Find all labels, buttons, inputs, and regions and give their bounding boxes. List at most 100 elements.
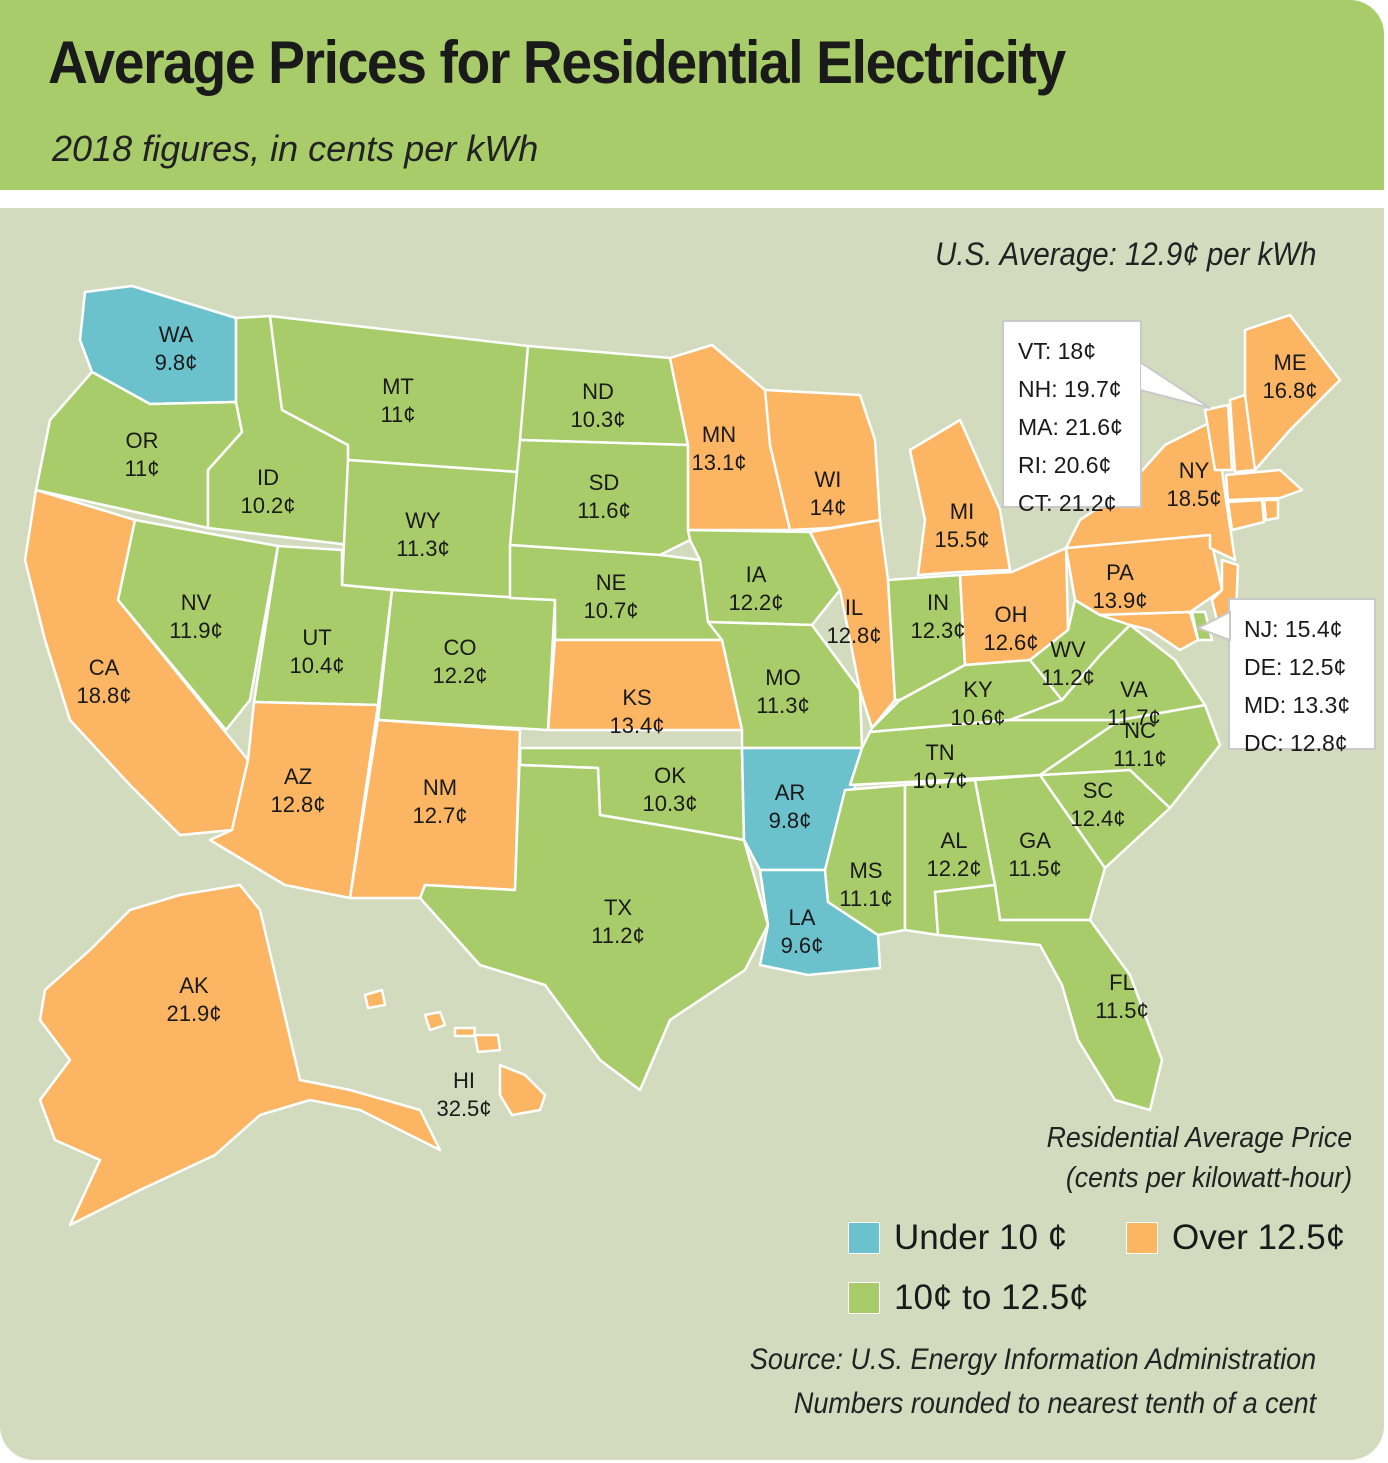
state-ma[interactable] (1224, 468, 1304, 502)
callout-dc: DC: 12.8¢ (1244, 730, 1348, 756)
state-vt[interactable] (1203, 403, 1234, 472)
state-il[interactable] (808, 518, 897, 730)
state-price-id: 10.2¢ (240, 493, 295, 518)
state-price-ms: 11.1¢ (839, 886, 892, 911)
state-label-mi: MI (950, 499, 974, 524)
state-price-wv: 11.2¢ (1041, 665, 1094, 690)
source-note: Source: U.S. Energy Information Administ… (750, 1338, 1316, 1426)
state-price-ut: 10.4¢ (289, 653, 344, 678)
state-price-nd: 10.3¢ (570, 407, 625, 432)
state-price-ky: 10.6¢ (950, 705, 1005, 730)
state-ct[interactable] (1226, 498, 1266, 532)
header-banner: Average Prices for Residential Electrici… (0, 0, 1384, 190)
state-label-wv: WV (1050, 637, 1086, 662)
state-label-az: AZ (284, 764, 312, 789)
state-price-mi: 15.5¢ (934, 527, 989, 552)
state-price-ks: 13.4¢ (609, 713, 664, 738)
island-molokai[interactable] (453, 1026, 477, 1038)
island-maui[interactable] (473, 1033, 502, 1054)
state-label-ca: CA (89, 655, 120, 680)
state-price-la: 9.6¢ (781, 933, 824, 958)
state-label-wy: WY (405, 508, 441, 533)
state-price-il: 12.8¢ (826, 623, 881, 648)
legend-under-label: Under 10 ¢ (894, 1218, 1068, 1257)
state-price-nm: 12.7¢ (412, 803, 467, 828)
state-label-pa: PA (1106, 560, 1134, 585)
state-price-fl: 11.5¢ (1095, 998, 1148, 1023)
legend-mid-swatch (848, 1282, 880, 1314)
state-label-ak: AK (179, 973, 209, 998)
callout-northeast-pointer (1140, 360, 1211, 409)
state-label-ks: KS (622, 685, 651, 710)
state-price-ak: 21.9¢ (166, 1001, 221, 1026)
state-label-ok: OK (654, 763, 686, 788)
state-nh[interactable] (1228, 393, 1257, 474)
state-ri[interactable] (1262, 498, 1280, 522)
state-nv[interactable] (116, 518, 280, 732)
state-label-ut: UT (302, 625, 331, 650)
callout-ct: CT: 21.2¢ (1018, 490, 1117, 516)
legend-title-line2: (cents per kilowatt-hour) (1065, 1162, 1352, 1194)
state-label-nv: NV (181, 590, 212, 615)
state-price-mt: 11¢ (380, 402, 415, 427)
state-price-ar: 9.8¢ (769, 808, 812, 833)
callout-midatlantic-pointer (1196, 610, 1231, 642)
state-tx[interactable] (418, 746, 770, 1092)
state-price-hi: 32.5¢ (436, 1096, 491, 1121)
callout-vt: VT: 18¢ (1018, 338, 1096, 364)
state-price-mo: 11.3¢ (756, 693, 809, 718)
state-label-va: VA (1120, 677, 1148, 702)
page-subtitle: 2018 figures, in cents per kWh (52, 128, 539, 169)
state-label-mn: MN (702, 422, 736, 447)
state-label-nm: NM (423, 775, 457, 800)
source-line-2: Numbers rounded to nearest tenth of a ce… (793, 1387, 1316, 1420)
state-ak[interactable] (38, 883, 442, 1227)
state-price-wa: 9.8¢ (155, 350, 198, 375)
page-title: Average Prices for Residential Electrici… (48, 29, 1066, 96)
state-label-ny: NY (1179, 458, 1210, 483)
state-label-ga: GA (1019, 828, 1051, 853)
state-label-nd: ND (582, 379, 614, 404)
island-kauai[interactable] (363, 988, 387, 1010)
state-price-va: 11.7¢ (1107, 705, 1160, 730)
state-hi[interactable] (498, 1063, 547, 1117)
state-label-tn: TN (925, 740, 954, 765)
state-price-tx: 11.2¢ (591, 923, 644, 948)
legend-mid-label: 10¢ to 12.5¢ (894, 1278, 1089, 1317)
state-fl[interactable] (933, 883, 1164, 1112)
callout-ri: RI: 20.6¢ (1018, 452, 1112, 478)
state-label-co: CO (444, 635, 477, 660)
state-label-oh: OH (995, 602, 1028, 627)
state-price-in: 12.3¢ (910, 618, 965, 643)
state-price-or: 11¢ (124, 456, 159, 481)
state-price-sc: 12.4¢ (1070, 806, 1125, 831)
callout-northeast: VT: 18¢ NH: 19.7¢ MA: 21.6¢ RI: 20.6¢ CT… (1002, 320, 1142, 516)
state-label-al: AL (941, 828, 968, 853)
state-price-ca: 18.8¢ (76, 683, 131, 708)
state-price-me: 16.8¢ (1262, 378, 1317, 403)
state-price-ia: 12.2¢ (728, 590, 783, 615)
state-az[interactable] (208, 700, 380, 900)
state-label-ne: NE (596, 570, 627, 595)
state-label-ar: AR (775, 780, 806, 805)
island-oahu[interactable] (423, 1010, 447, 1032)
state-mi[interactable] (908, 418, 1012, 577)
state-label-wa: WA (159, 322, 194, 347)
state-co[interactable] (376, 588, 557, 732)
state-price-oh: 12.6¢ (983, 630, 1038, 655)
state-label-fl: FL (1109, 970, 1135, 995)
state-price-al: 12.2¢ (926, 856, 981, 881)
callout-de: DE: 12.5¢ (1244, 654, 1347, 680)
state-label-id: ID (257, 465, 279, 490)
state-md[interactable] (1098, 610, 1200, 652)
state-label-il: IL (845, 595, 863, 620)
callout-md: MD: 13.3¢ (1244, 692, 1351, 718)
state-price-mn: 13.1¢ (691, 450, 746, 475)
state-label-me: ME (1274, 350, 1307, 375)
legend-title-line1: Residential Average Price (1046, 1122, 1352, 1154)
state-ny[interactable] (1064, 418, 1237, 562)
state-price-ne: 10.7¢ (583, 598, 638, 623)
state-price-az: 12.8¢ (270, 792, 325, 817)
state-sd[interactable] (508, 438, 692, 557)
